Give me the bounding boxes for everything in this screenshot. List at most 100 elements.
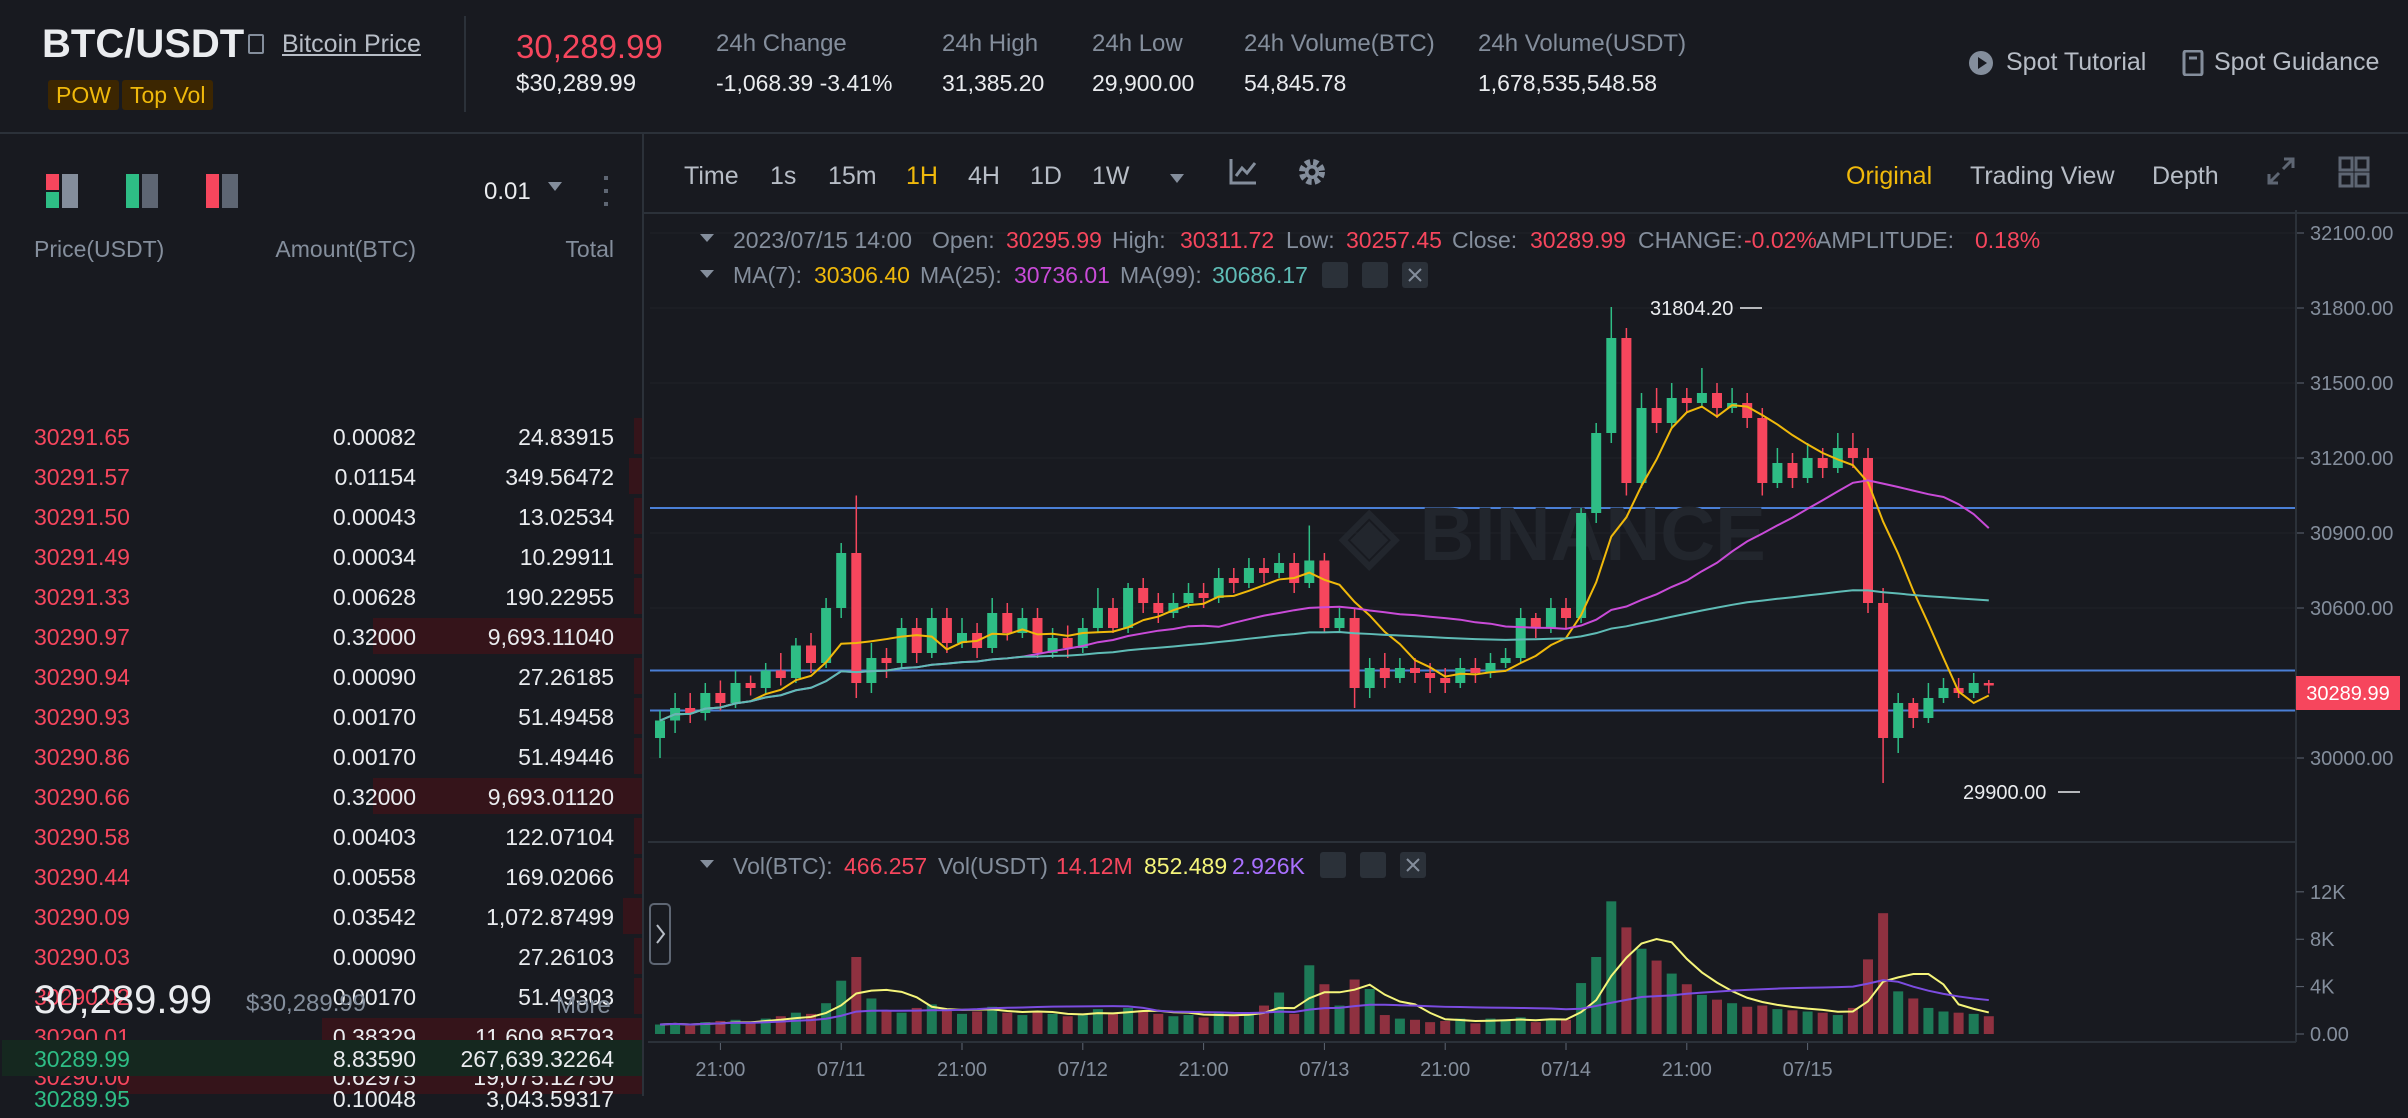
candle-body	[1092, 608, 1103, 628]
ask-row[interactable]: 30290.44 0.00558 169.02066	[0, 856, 642, 896]
volume-bar	[1742, 1006, 1753, 1034]
ask-row[interactable]: 30290.86 0.00170 51.49446	[0, 736, 642, 776]
tag-top-vol[interactable]: Top Vol	[122, 80, 214, 110]
ma-legend: MA(7): 30306.40 MA(25): 30736.01 MA(99):…	[733, 262, 1308, 288]
orderbook-asks-view-icon[interactable]	[206, 174, 238, 208]
vol-collapse-icon[interactable]	[700, 860, 714, 868]
ma-settings-icon[interactable]	[1362, 262, 1388, 288]
volume-bar	[1545, 1018, 1556, 1034]
sidebar-toggle[interactable]	[649, 903, 671, 965]
legend-collapse-icon[interactable]	[700, 234, 714, 242]
interval-time[interactable]: Time	[684, 162, 739, 190]
ma-collapse-icon[interactable]	[700, 270, 714, 278]
volume-bar	[972, 1011, 983, 1034]
bid-price: 30289.99	[34, 1046, 130, 1072]
x-tick-label: 07/15	[1783, 1059, 1833, 1081]
interval-chevron-down-icon[interactable]	[1170, 174, 1184, 183]
ohlc-close: 30289.99	[1530, 227, 1626, 253]
bid-row[interactable]: 30289.95 0.10048 3,043.59317	[0, 1078, 642, 1118]
bitcoin-price-link[interactable]: Bitcoin Price	[282, 30, 421, 58]
more-vertical-icon[interactable]	[604, 176, 608, 206]
ask-row[interactable]: 30291.50 0.00043 13.02534	[0, 496, 642, 536]
candle-body	[1893, 703, 1904, 738]
vol-usdt-value: 14.12M	[1056, 853, 1133, 879]
view-original[interactable]: Original	[1846, 162, 1933, 190]
x-tick-label: 07/12	[1058, 1059, 1108, 1081]
x-tick-label: 07/13	[1299, 1059, 1349, 1081]
ask-depth-bar	[634, 938, 642, 974]
chevron-down-icon[interactable]	[548, 182, 562, 191]
chart-panel: Time 1s 15m 1H 4H 1D 1W Original Trading…	[644, 134, 2408, 1096]
view-trading-view[interactable]: Trading View	[1970, 162, 2115, 190]
ask-amount: 0.00558	[332, 864, 416, 890]
interval-15m[interactable]: 15m	[828, 162, 877, 190]
candlestick-chart[interactable]: ◈ BINANCE 32100.00 31800.00 31500.00 31200.…	[644, 134, 2408, 1096]
volume-bar	[1047, 1013, 1058, 1034]
x-tick-label: 21:00	[1179, 1059, 1229, 1081]
grid-layout-icon[interactable]	[2338, 156, 2370, 188]
ohlc-high-label: High:	[1112, 227, 1166, 253]
ask-row[interactable]: 30290.02 0.00170 51.49303	[0, 976, 642, 1016]
vol-settings-icon[interactable]	[1360, 852, 1386, 878]
vol-btc-value: 466.257	[844, 853, 927, 879]
volume-bar	[1968, 1013, 1979, 1034]
ask-row[interactable]: 30290.66 0.32000 9,693.01120	[0, 776, 642, 816]
precision-select[interactable]: 0.01	[484, 178, 531, 205]
spot-guidance-link[interactable]: Spot Guidance	[2214, 48, 2380, 76]
expand-icon[interactable]	[2266, 156, 2296, 186]
ohlc-amplitude: 0.18%	[1975, 227, 2040, 253]
candle-body	[1077, 628, 1088, 648]
ask-row[interactable]: 30290.94 0.00090 27.26185	[0, 656, 642, 696]
volume-bar	[1666, 973, 1677, 1034]
bid-row[interactable]: 30289.99 8.83590 267,639.32264	[0, 1038, 642, 1078]
candle-body	[1364, 668, 1375, 688]
ask-row[interactable]: 30290.03 0.00090 27.26103	[0, 936, 642, 976]
interval-1h[interactable]: 1H	[906, 162, 938, 190]
ask-row[interactable]: 30291.33 0.00628 190.22955	[0, 576, 642, 616]
ask-row[interactable]: 30291.57 0.01154 349.56472	[0, 456, 642, 496]
view-depth[interactable]: Depth	[2152, 162, 2219, 190]
ask-row[interactable]: 30290.93 0.00170 51.49458	[0, 696, 642, 736]
candle-body	[957, 633, 967, 643]
candle-body	[1923, 698, 1934, 718]
ask-row[interactable]: 30291.49 0.00034 10.29911	[0, 536, 642, 576]
ma99-value: 30686.17	[1212, 262, 1308, 288]
ask-depth-bar	[634, 658, 642, 694]
candle-body	[1757, 418, 1768, 483]
vol-hide-icon[interactable]	[1320, 852, 1346, 878]
volume-bar	[1787, 1010, 1798, 1034]
candle-body	[1410, 668, 1420, 673]
interval-1w[interactable]: 1W	[1092, 162, 1130, 190]
vol-tick-label: 8K	[2310, 929, 2335, 951]
tag-pow[interactable]: POW	[48, 80, 119, 110]
candle-body	[1968, 683, 1979, 693]
settings-gear-icon[interactable]	[1296, 156, 1328, 188]
volume-bar	[760, 1018, 771, 1034]
ask-row[interactable]: 30290.97 0.32000 9,693.11040	[0, 616, 642, 656]
more-button[interactable]: More	[556, 992, 611, 1019]
current-price-tag	[2296, 676, 2400, 710]
ohlc-low: 30257.45	[1346, 227, 1442, 253]
ask-row[interactable]: 30291.65 0.00082 24.83915	[0, 416, 642, 456]
book-icon	[2182, 50, 2204, 76]
interval-4h[interactable]: 4H	[968, 162, 1000, 190]
interval-1d[interactable]: 1D	[1030, 162, 1062, 190]
ask-price: 30290.09	[34, 904, 130, 930]
ma7-label: MA(7):	[733, 262, 802, 288]
pair-title[interactable]: BTC/USDT	[42, 22, 245, 66]
interval-1s[interactable]: 1s	[770, 162, 797, 190]
ma-hide-icon[interactable]	[1322, 262, 1348, 288]
ask-row[interactable]: 30290.58 0.00403 122.07104	[0, 816, 642, 856]
volume-bar	[1394, 1018, 1405, 1034]
volume-bar	[1213, 1012, 1224, 1034]
vol-ma10-line	[659, 979, 1989, 1026]
orderbook-both-view-icon[interactable]	[46, 174, 78, 208]
volume-bar	[1062, 1016, 1073, 1034]
candle-body	[1213, 578, 1224, 598]
ask-row[interactable]: 30290.09 0.03542 1,072.87499	[0, 896, 642, 936]
indicator-chart-icon[interactable]	[1228, 156, 1258, 186]
spot-tutorial-link[interactable]: Spot Tutorial	[2006, 48, 2147, 76]
ask-price: 30290.02	[34, 984, 130, 1010]
orderbook-bids-view-icon[interactable]	[126, 174, 158, 208]
document-icon[interactable]	[248, 34, 264, 54]
